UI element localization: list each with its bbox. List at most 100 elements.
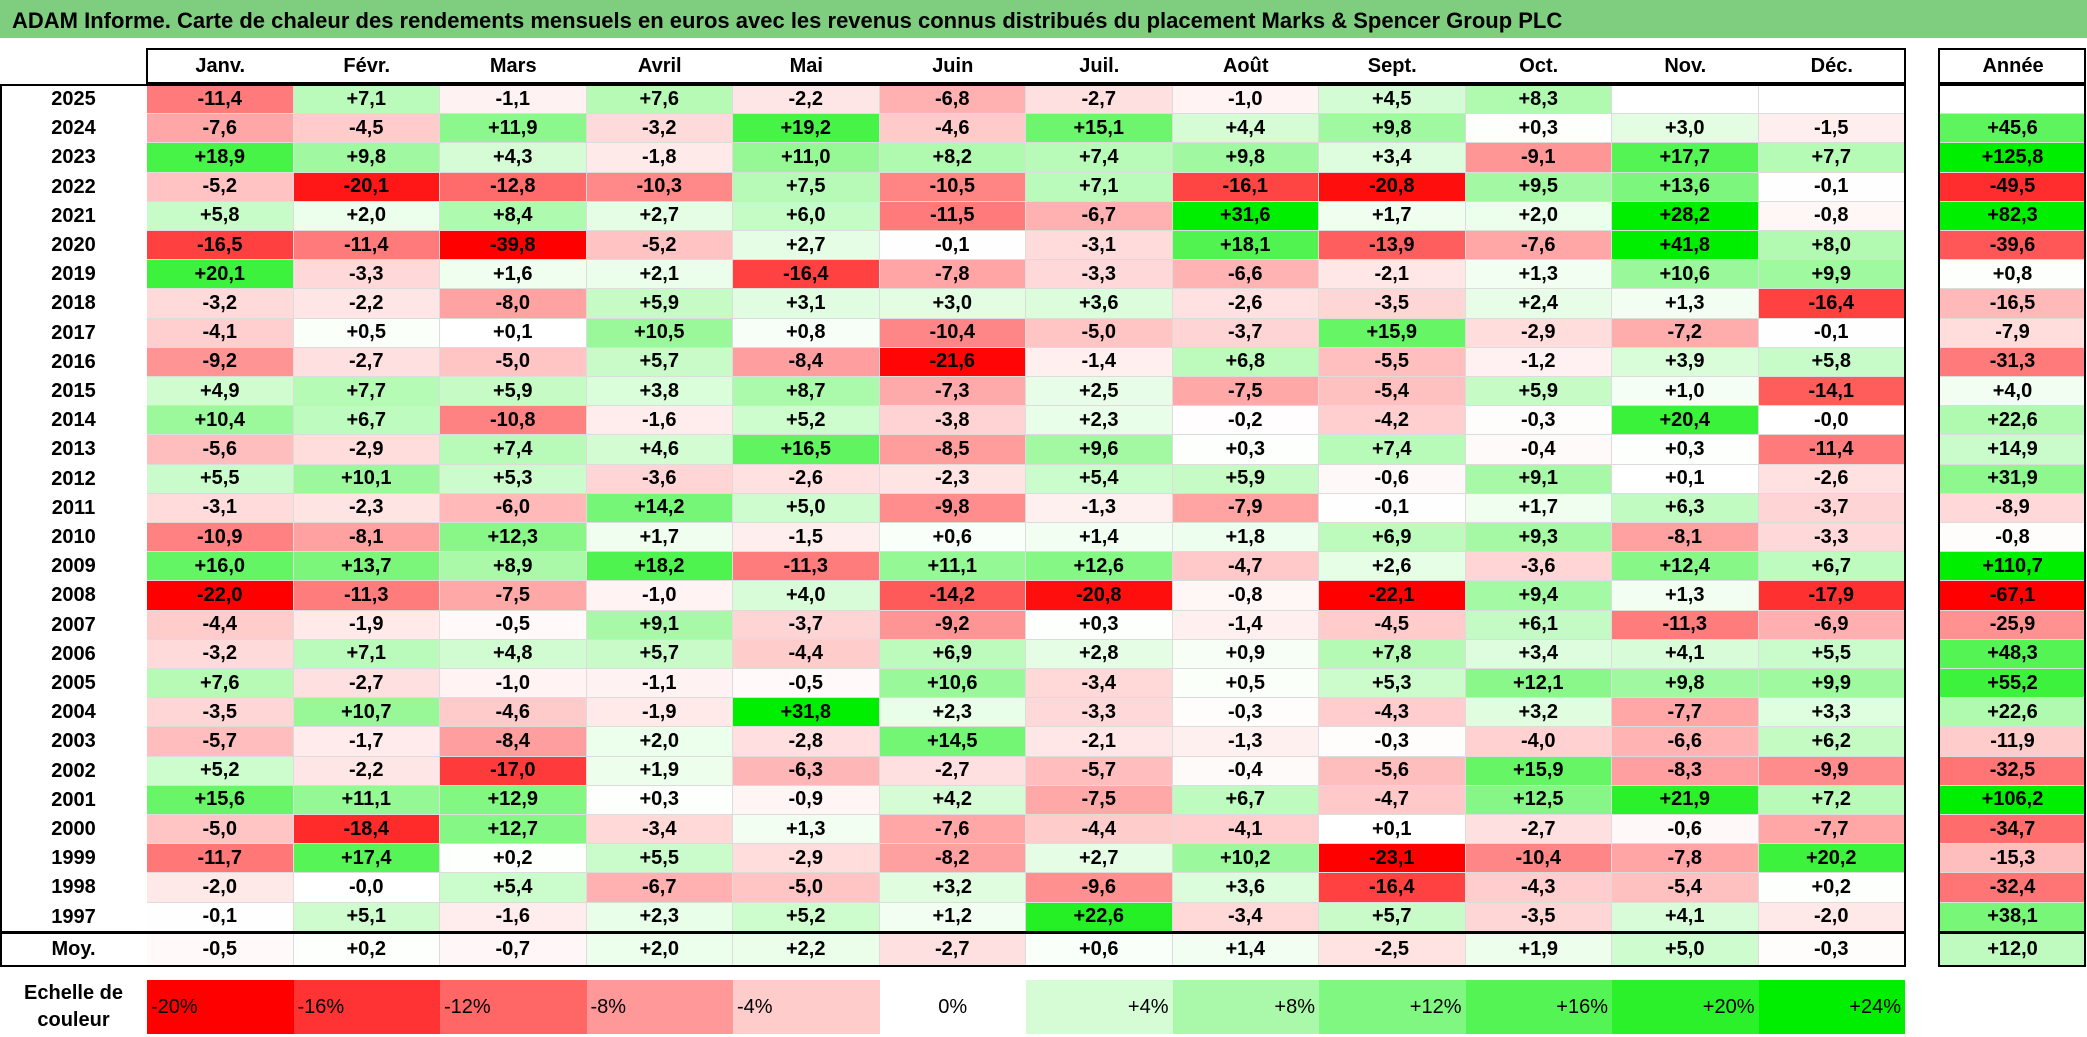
heatmap-cell: +6,7 [293, 406, 440, 436]
heatmap-cell: +5,5 [147, 464, 294, 494]
heatmap-cell: -1,4 [1026, 347, 1173, 377]
heatmap-cell: +1,3 [1465, 260, 1612, 290]
row-label-year: 2002 [51, 759, 96, 782]
heatmap-cell: +1,7 [1465, 493, 1612, 523]
heatmap-cell: -17,9 [1758, 581, 1905, 611]
heatmap-cell: +8,3 [1465, 85, 1612, 115]
heatmap-cell: +10,1 [293, 464, 440, 494]
heatmap-cell: +8,2 [879, 143, 1026, 173]
average-cell: +1,4 [1172, 933, 1319, 966]
heatmap-cell: +13,7 [293, 552, 440, 582]
heatmap-cell: +5,0 [733, 493, 880, 523]
heatmap-cell: -0,1 [1758, 172, 1905, 202]
heatmap-cell: -11,4 [1758, 435, 1905, 465]
annual-cell: +4,0 [1940, 377, 2086, 407]
heatmap-cell: +1,3 [1612, 289, 1759, 319]
heatmap-cell: +0,1 [1319, 815, 1466, 845]
row-label-year: 2005 [51, 672, 96, 695]
heatmap-cell: -10,8 [440, 406, 587, 436]
heatmap-cell: -2,2 [733, 85, 880, 115]
heatmap-cell: -8,1 [1612, 523, 1759, 553]
heatmap-cell: -22,0 [147, 581, 294, 611]
heatmap-cell: +6,9 [1319, 523, 1466, 553]
heatmap-cell: +17,4 [293, 844, 440, 874]
heatmap-cell: +2,1 [586, 260, 733, 290]
heatmap-cell: +1,9 [586, 756, 733, 786]
heatmap-cell: -6,3 [733, 756, 880, 786]
heatmap-cell: +1,3 [1612, 581, 1759, 611]
heatmap-cell: -4,4 [147, 610, 294, 640]
column-header: Mai [789, 54, 823, 77]
average-cell: -0,7 [440, 933, 587, 966]
heatmap-cell: -0,6 [1612, 815, 1759, 845]
heatmap-cell: -0,3 [1465, 406, 1612, 436]
heatmap-cell: -8,1 [293, 523, 440, 553]
heatmap-cell: -2,7 [293, 669, 440, 699]
heatmap-cell: -2,3 [879, 464, 1026, 494]
row-label-year: 2004 [51, 701, 96, 724]
heatmap-cell: +14,2 [586, 493, 733, 523]
heatmap-cell: -11,4 [293, 231, 440, 261]
heatmap-cell: -16,1 [1172, 172, 1319, 202]
heatmap-cell: +6,7 [1758, 552, 1905, 582]
annual-cell: +22,6 [1940, 406, 2086, 436]
column-header: Avril [637, 54, 682, 77]
heatmap-cell: +12,6 [1026, 552, 1173, 582]
heatmap-cell: -0,8 [1172, 581, 1319, 611]
heatmap-cell: -3,4 [1026, 669, 1173, 699]
heatmap-cell: -2,6 [1172, 289, 1319, 319]
heatmap-cell: +8,9 [440, 552, 587, 582]
heatmap-cell: -3,5 [147, 698, 294, 728]
heatmap-cell: +5,2 [147, 756, 294, 786]
heatmap-cell: +6,3 [1612, 493, 1759, 523]
heatmap-cell: -2,9 [293, 435, 440, 465]
heatmap-cell: +2,0 [586, 727, 733, 757]
heatmap-cell: -7,8 [879, 260, 1026, 290]
annual-cell: +14,9 [1940, 435, 2086, 465]
column-header: Août [1222, 54, 1269, 77]
heatmap-cell: -1,5 [1758, 114, 1905, 144]
heatmap-cell: +0,3 [1172, 435, 1319, 465]
heatmap-cell: -0,3 [1172, 698, 1319, 728]
heatmap-cell: +5,4 [440, 873, 587, 903]
heatmap-cell: -1,3 [1026, 493, 1173, 523]
annual-cell: -31,3 [1940, 347, 2086, 377]
row-label-year: 2024 [51, 117, 96, 140]
annual-cell: -7,9 [1940, 318, 2086, 348]
heatmap-cell: +18,2 [586, 552, 733, 582]
heatmap-cell: -2,9 [1465, 318, 1612, 348]
heatmap-cell: +11,1 [293, 785, 440, 815]
heatmap-cell: +3,8 [586, 377, 733, 407]
heatmap-cell: +2,8 [1026, 639, 1173, 669]
heatmap-cell: +9,8 [1319, 114, 1466, 144]
row-label-year: 2025 [51, 88, 96, 111]
heatmap-cell: +2,0 [1465, 201, 1612, 231]
row-label-year: 2018 [51, 292, 96, 315]
heatmap-cell: +9,8 [1612, 669, 1759, 699]
page-title: ADAM Informe. Carte de chaleur des rende… [12, 8, 1563, 33]
heatmap-cell: +18,9 [147, 143, 294, 173]
heatmap-cell: +7,4 [1319, 435, 1466, 465]
row-label-year: 2012 [51, 467, 96, 490]
column-header: Nov. [1664, 54, 1707, 77]
heatmap-cell: -2,8 [733, 727, 880, 757]
annual-cell: +110,7 [1940, 552, 2086, 582]
heatmap-cell: +7,1 [293, 639, 440, 669]
heatmap-cell: -3,3 [293, 260, 440, 290]
heatmap-cell: +5,9 [586, 289, 733, 319]
heatmap-cell: +1,0 [1612, 377, 1759, 407]
heatmap-cell: +5,1 [293, 902, 440, 932]
heatmap-cell: -20,8 [1319, 172, 1466, 202]
annual-cell: +22,6 [1940, 698, 2086, 728]
heatmap-cell: +5,9 [440, 377, 587, 407]
heatmap-cell: +0,2 [1758, 873, 1905, 903]
heatmap-cell: -3,6 [1465, 552, 1612, 582]
heatmap-cell: -16,5 [147, 231, 294, 261]
heatmap-cell: -20,1 [293, 172, 440, 202]
column-header: Sept. [1367, 54, 1417, 77]
heatmap-cell: -2,9 [733, 844, 880, 874]
heatmap-cell: -1,5 [733, 523, 880, 553]
heatmap-cell: -5,4 [1319, 377, 1466, 407]
heatmap-cell: -4,0 [1465, 727, 1612, 757]
heatmap-cell: -2,7 [1465, 815, 1612, 845]
